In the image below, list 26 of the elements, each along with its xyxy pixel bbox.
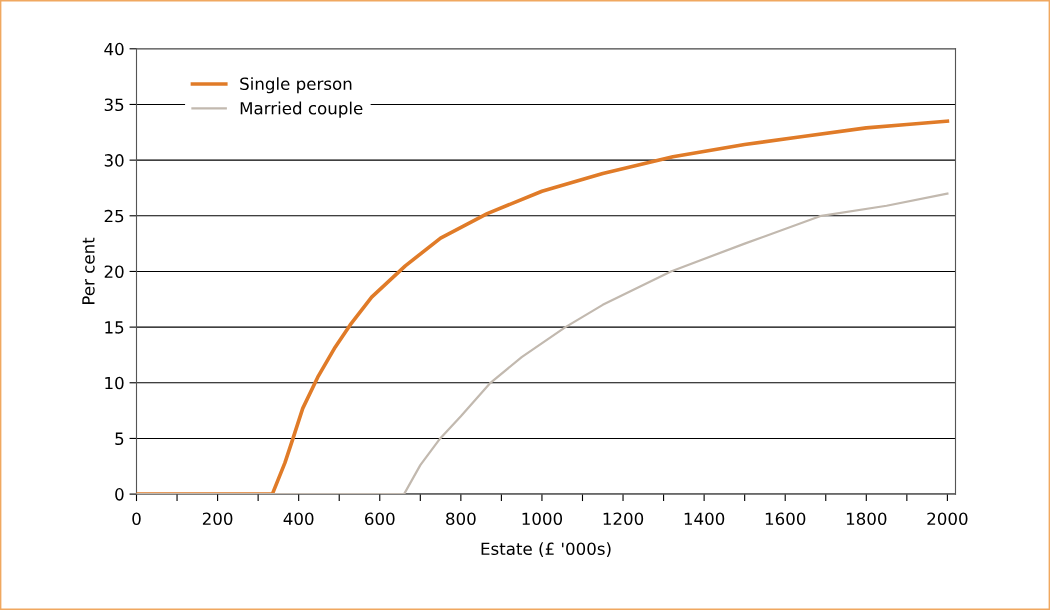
y-tick-label: 0 [115,488,124,501]
y-tick-label: 40 [104,42,124,56]
x-tick-label: 0 [132,512,141,526]
line-series [136,119,950,495]
x-tick-label: 1200 [603,512,644,526]
x-tick-label: 200 [202,512,233,526]
x-tick-label: 1000 [522,512,563,526]
line-series [136,192,949,495]
y-tick-label: 5 [115,432,124,446]
legend-label: Single person [240,77,352,94]
y-axis-title: Per cent [82,237,95,304]
y-tick-label: 30 [104,154,124,167]
x-tick-label: 600 [365,512,395,526]
x-tick-label: 2000 [927,512,968,526]
x-axis-title: Estate (£ '000s) [481,542,611,558]
x-tick-label: 1800 [846,512,887,526]
y-tick-label: 10 [105,376,124,390]
x-tick-label: 800 [446,512,476,526]
y-tick-label: 25 [104,209,124,223]
y-tick-label: 20 [104,265,124,279]
y-tick-label: 15 [105,321,124,334]
x-tick-label: 1600 [765,512,806,526]
x-tick-label: 1400 [684,512,725,526]
legend-label: Married couple [240,101,363,118]
x-tick-label: 400 [283,512,314,526]
y-tick-label: 35 [104,98,124,112]
